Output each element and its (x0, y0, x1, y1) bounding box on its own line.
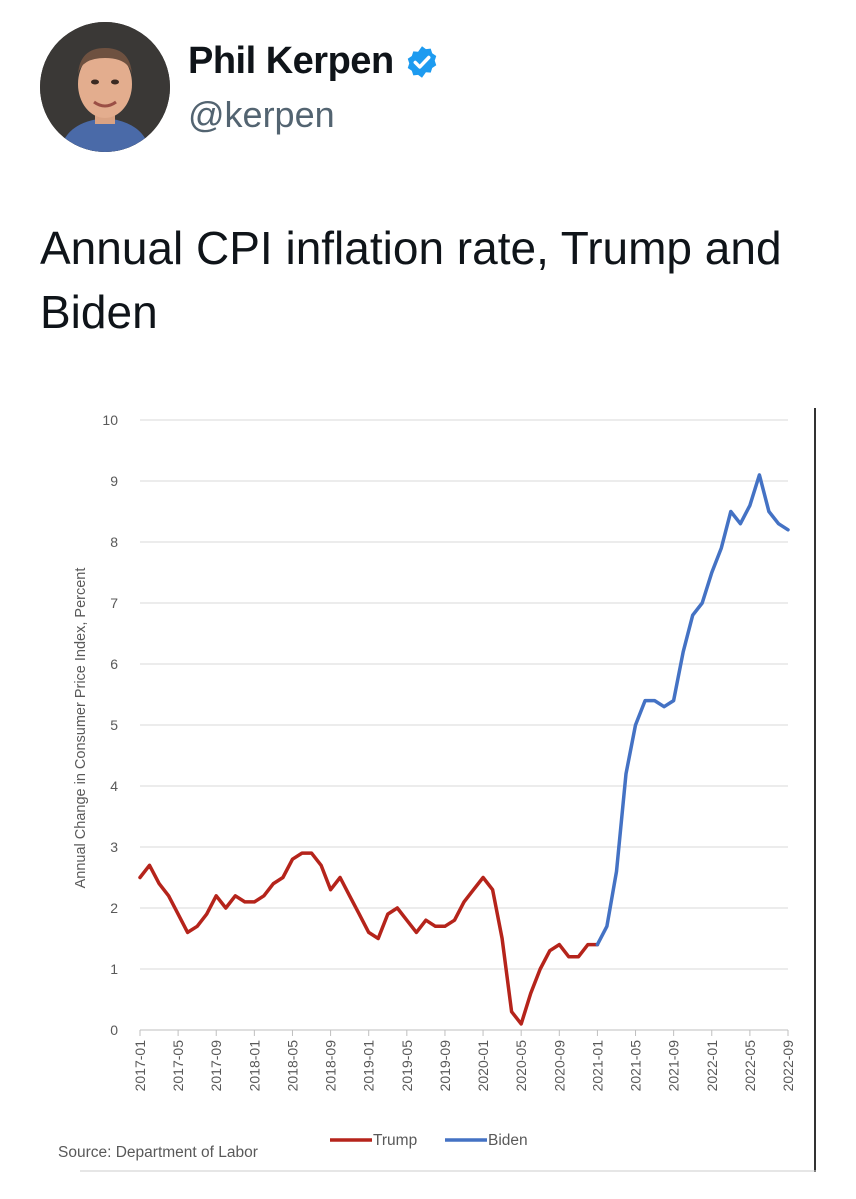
x-tick-label: 2022-01 (704, 1040, 720, 1092)
x-tick-label: 2020-01 (475, 1040, 491, 1092)
x-tick-labels: 2017-01 2017-05 2017-09 2018-01 2018-05 2018-… (132, 1029, 796, 1092)
x-tick-label: 2018-01 (246, 1040, 262, 1092)
x-tick-label: 2019-05 (399, 1040, 415, 1092)
y-tick-label: 8 (110, 534, 118, 550)
source-label: Source: Department of Labor (58, 1144, 258, 1161)
profile-photo-icon (40, 22, 170, 152)
x-tick-label: 2018-05 (284, 1040, 300, 1092)
grid-lines (140, 419, 788, 1031)
y-tick-label: 6 (110, 656, 118, 672)
x-tick-label: 2019-09 (437, 1040, 453, 1092)
x-tick-label: 2021-05 (628, 1040, 644, 1092)
x-tick-label: 2020-09 (551, 1040, 567, 1092)
x-tick-label: 2018-09 (323, 1040, 339, 1092)
y-tick-label: 7 (110, 595, 118, 611)
y-tick-labels: 0 1 2 3 4 5 6 7 8 9 10 (102, 412, 118, 1038)
legend-label-trump: Trump (373, 1132, 417, 1149)
x-tick-label: 2022-05 (742, 1040, 758, 1092)
y-tick-label: 4 (110, 778, 118, 794)
x-tick-label: 2021-01 (589, 1040, 605, 1092)
profile-avatar[interactable] (40, 22, 170, 152)
user-name-row: Phil Kerpen (188, 40, 440, 83)
y-tick-label: 1 (110, 961, 118, 977)
y-tick-label: 0 (110, 1022, 118, 1038)
x-tick-label: 2017-01 (132, 1040, 148, 1092)
tweet-text: Annual CPI inflation rate, Trump and Bid… (40, 222, 782, 338)
x-tick-label: 2021-09 (666, 1040, 682, 1092)
verified-badge-icon (407, 45, 436, 78)
cpi-chart: 0 1 2 3 4 5 6 7 8 9 10 2017-01 2017-05 2017-09 2018-0… (40, 400, 816, 1172)
y-tick-label: 10 (102, 412, 118, 428)
series-line-biden (595, 473, 790, 947)
series-lines (138, 473, 790, 1026)
legend: Trump Biden (330, 1132, 528, 1149)
x-tick-label: 2017-05 (170, 1040, 186, 1092)
x-tick-label: 2022-09 (780, 1040, 796, 1092)
chart-svg: 0 1 2 3 4 5 6 7 8 9 10 2017-01 2017-05 2017-09 2018-0… (58, 408, 816, 1172)
y-tick-label: 5 (110, 717, 118, 733)
user-handle[interactable]: @kerpen (188, 94, 335, 135)
legend-label-biden: Biden (488, 1132, 528, 1149)
y-axis-label: Annual Change in Consumer Price Index, P… (73, 568, 89, 889)
y-tick-label: 9 (110, 473, 118, 489)
display-name[interactable]: Phil Kerpen (188, 40, 394, 82)
x-tick-label: 2017-09 (208, 1040, 224, 1092)
x-tick-label: 2019-01 (361, 1040, 377, 1092)
x-tick-label: 2020-05 (513, 1040, 529, 1092)
series-line-trump (138, 851, 600, 1026)
y-tick-label: 3 (110, 839, 118, 855)
y-tick-label: 2 (110, 900, 118, 916)
